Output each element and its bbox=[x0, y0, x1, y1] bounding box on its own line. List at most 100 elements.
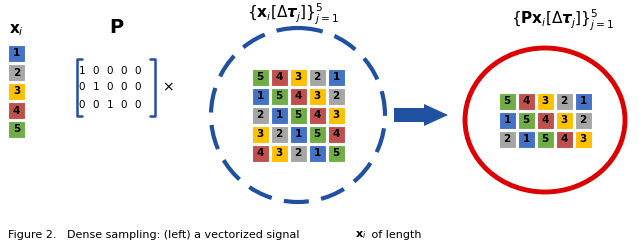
Text: 3: 3 bbox=[541, 96, 548, 106]
Text: Figure 2.   Dense sampling: (left) a vectorized signal: Figure 2. Dense sampling: (left) a vecto… bbox=[8, 230, 303, 240]
FancyBboxPatch shape bbox=[308, 68, 326, 85]
Text: 2: 2 bbox=[13, 68, 20, 77]
Polygon shape bbox=[394, 104, 448, 126]
Text: 0: 0 bbox=[121, 83, 127, 92]
FancyBboxPatch shape bbox=[252, 126, 269, 143]
FancyBboxPatch shape bbox=[575, 130, 591, 148]
FancyBboxPatch shape bbox=[271, 144, 287, 161]
FancyBboxPatch shape bbox=[556, 112, 573, 129]
FancyBboxPatch shape bbox=[499, 112, 515, 129]
Text: 1: 1 bbox=[93, 83, 99, 92]
Text: 0: 0 bbox=[135, 83, 141, 92]
Text: $\mathbf{P}$: $\mathbf{P}$ bbox=[109, 19, 125, 37]
FancyBboxPatch shape bbox=[575, 112, 591, 129]
Text: 1: 1 bbox=[504, 115, 511, 125]
FancyBboxPatch shape bbox=[556, 92, 573, 109]
FancyBboxPatch shape bbox=[289, 106, 307, 123]
FancyBboxPatch shape bbox=[518, 112, 534, 129]
Text: 5: 5 bbox=[314, 129, 321, 139]
Text: 5: 5 bbox=[541, 134, 548, 144]
FancyBboxPatch shape bbox=[308, 144, 326, 161]
Text: 5: 5 bbox=[294, 110, 301, 120]
FancyBboxPatch shape bbox=[289, 126, 307, 143]
FancyBboxPatch shape bbox=[328, 88, 344, 105]
FancyBboxPatch shape bbox=[8, 83, 25, 100]
FancyBboxPatch shape bbox=[8, 64, 25, 81]
FancyBboxPatch shape bbox=[536, 130, 554, 148]
Text: 1: 1 bbox=[275, 110, 283, 120]
FancyBboxPatch shape bbox=[518, 92, 534, 109]
FancyBboxPatch shape bbox=[328, 106, 344, 123]
Text: 5: 5 bbox=[257, 72, 264, 82]
Text: 5: 5 bbox=[522, 115, 530, 125]
Text: 3: 3 bbox=[257, 129, 264, 139]
Text: 1: 1 bbox=[579, 96, 587, 106]
FancyBboxPatch shape bbox=[252, 144, 269, 161]
FancyBboxPatch shape bbox=[271, 106, 287, 123]
FancyBboxPatch shape bbox=[308, 88, 326, 105]
Text: 3: 3 bbox=[332, 110, 340, 120]
FancyBboxPatch shape bbox=[289, 144, 307, 161]
Text: 3: 3 bbox=[579, 134, 587, 144]
Text: 5: 5 bbox=[275, 91, 283, 101]
Text: $\mathbf{x}_i$: $\mathbf{x}_i$ bbox=[9, 22, 24, 38]
Text: 1: 1 bbox=[294, 129, 301, 139]
Text: 4: 4 bbox=[256, 148, 264, 158]
Text: 0: 0 bbox=[135, 66, 141, 76]
Text: 1: 1 bbox=[107, 99, 113, 109]
Text: 5: 5 bbox=[13, 124, 20, 135]
Text: 4: 4 bbox=[13, 106, 20, 115]
Text: 2: 2 bbox=[332, 91, 340, 101]
Text: 2: 2 bbox=[294, 148, 301, 158]
FancyBboxPatch shape bbox=[8, 45, 25, 62]
Text: 2: 2 bbox=[314, 72, 321, 82]
Text: 0: 0 bbox=[93, 99, 99, 109]
Text: 2: 2 bbox=[257, 110, 264, 120]
Text: $\times$: $\times$ bbox=[162, 81, 174, 94]
Text: 3: 3 bbox=[561, 115, 568, 125]
Text: 4: 4 bbox=[314, 110, 321, 120]
Text: 4: 4 bbox=[275, 72, 283, 82]
Text: of length: of length bbox=[368, 230, 422, 240]
Text: 3: 3 bbox=[314, 91, 321, 101]
Text: 1: 1 bbox=[332, 72, 340, 82]
Text: 1: 1 bbox=[79, 66, 85, 76]
FancyBboxPatch shape bbox=[518, 130, 534, 148]
FancyBboxPatch shape bbox=[252, 106, 269, 123]
FancyBboxPatch shape bbox=[499, 130, 515, 148]
Text: 1: 1 bbox=[522, 134, 530, 144]
Text: 4: 4 bbox=[294, 91, 301, 101]
Text: 0: 0 bbox=[107, 66, 113, 76]
Text: 2: 2 bbox=[579, 115, 587, 125]
FancyBboxPatch shape bbox=[328, 68, 344, 85]
FancyBboxPatch shape bbox=[328, 144, 344, 161]
FancyBboxPatch shape bbox=[289, 68, 307, 85]
Text: $\{\mathbf{x}_i[\Delta\boldsymbol{\tau}_j]\}_{j=1}^{5}$: $\{\mathbf{x}_i[\Delta\boldsymbol{\tau}_… bbox=[247, 1, 339, 27]
Text: 5: 5 bbox=[504, 96, 511, 106]
Text: 1: 1 bbox=[257, 91, 264, 101]
Text: 0: 0 bbox=[79, 83, 85, 92]
Text: 0: 0 bbox=[121, 66, 127, 76]
FancyBboxPatch shape bbox=[8, 121, 25, 138]
Text: 0: 0 bbox=[121, 99, 127, 109]
Text: $\{\mathbf{P}\mathbf{x}_i[\Delta\boldsymbol{\tau}_j]\}_{j=1}^{5}$: $\{\mathbf{P}\mathbf{x}_i[\Delta\boldsym… bbox=[511, 8, 615, 33]
Text: 2: 2 bbox=[504, 134, 511, 144]
FancyBboxPatch shape bbox=[556, 130, 573, 148]
Text: 5: 5 bbox=[332, 148, 340, 158]
FancyBboxPatch shape bbox=[499, 92, 515, 109]
Text: 4: 4 bbox=[332, 129, 340, 139]
FancyBboxPatch shape bbox=[308, 126, 326, 143]
FancyBboxPatch shape bbox=[536, 92, 554, 109]
FancyBboxPatch shape bbox=[271, 126, 287, 143]
FancyBboxPatch shape bbox=[271, 88, 287, 105]
Text: 0: 0 bbox=[107, 83, 113, 92]
Text: 1: 1 bbox=[314, 148, 321, 158]
Text: 3: 3 bbox=[13, 86, 20, 97]
FancyBboxPatch shape bbox=[289, 88, 307, 105]
Text: 0: 0 bbox=[93, 66, 99, 76]
Text: 1: 1 bbox=[13, 48, 20, 59]
Text: 4: 4 bbox=[522, 96, 530, 106]
Text: 3: 3 bbox=[294, 72, 301, 82]
FancyBboxPatch shape bbox=[536, 112, 554, 129]
Text: 0: 0 bbox=[79, 99, 85, 109]
